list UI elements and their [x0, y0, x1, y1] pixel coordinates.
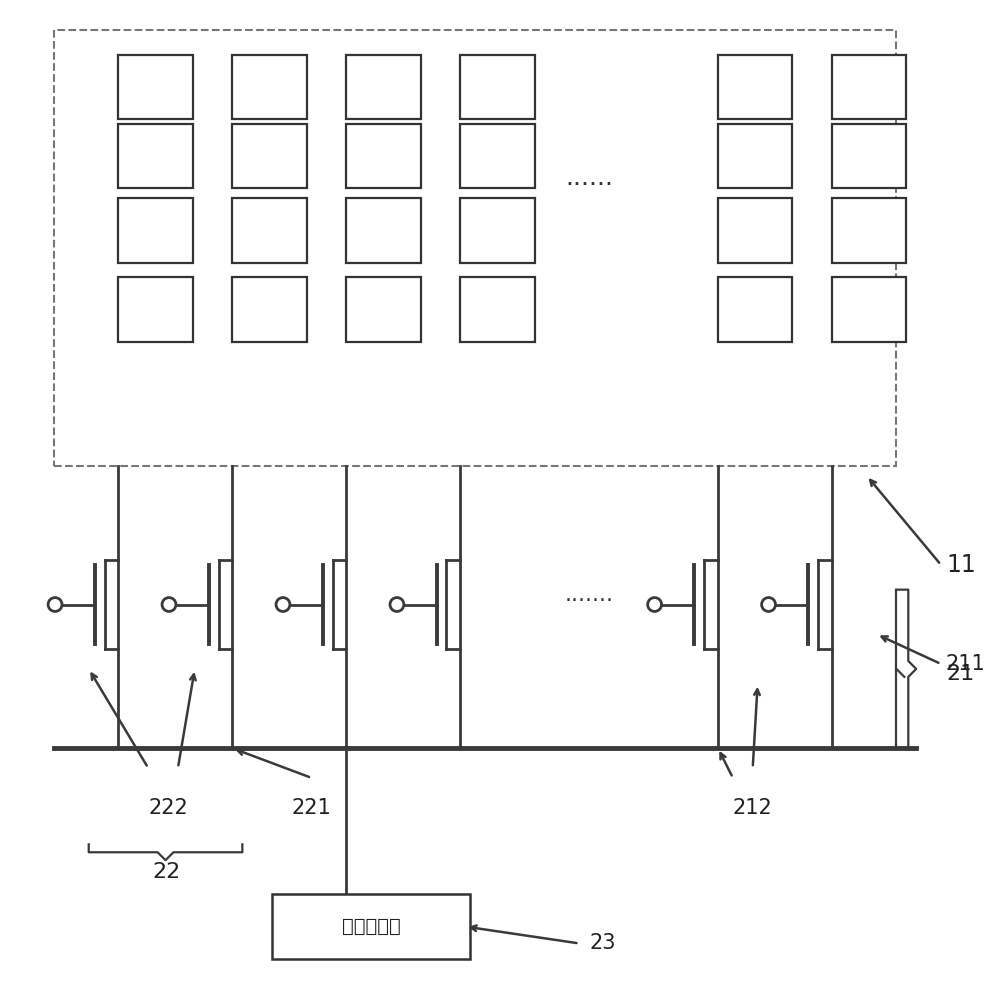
Bar [232, 124, 307, 188]
Bar [832, 198, 906, 263]
Bar [118, 277, 193, 342]
Bar [718, 55, 792, 119]
Bar [54, 30, 896, 466]
Text: 22: 22 [152, 862, 180, 882]
Bar [718, 198, 792, 263]
Circle shape [48, 598, 62, 611]
Text: ......: ...... [565, 166, 613, 190]
Text: 212: 212 [733, 798, 773, 818]
Text: 23: 23 [589, 934, 616, 953]
Bar [460, 124, 535, 188]
Circle shape [648, 598, 662, 611]
Circle shape [162, 598, 176, 611]
Bar [832, 124, 906, 188]
Text: 222: 222 [148, 798, 188, 818]
Text: 外部信号源: 外部信号源 [342, 917, 401, 936]
Bar [272, 894, 470, 959]
Text: .......: ....... [565, 585, 614, 605]
Text: 11: 11 [946, 553, 976, 577]
Bar [118, 55, 193, 119]
Bar [718, 124, 792, 188]
Bar [118, 124, 193, 188]
Text: 21: 21 [946, 664, 974, 684]
Bar [232, 198, 307, 263]
Circle shape [276, 598, 290, 611]
Bar [232, 277, 307, 342]
Bar [460, 55, 535, 119]
Bar [346, 277, 421, 342]
Bar [718, 277, 792, 342]
Bar [346, 124, 421, 188]
Bar [832, 277, 906, 342]
Text: 211: 211 [946, 654, 986, 674]
Circle shape [390, 598, 404, 611]
Bar [460, 198, 535, 263]
Bar [346, 55, 421, 119]
Bar [118, 198, 193, 263]
Circle shape [762, 598, 775, 611]
Bar [832, 55, 906, 119]
Bar [346, 198, 421, 263]
Bar [232, 55, 307, 119]
Text: 221: 221 [292, 798, 332, 818]
Bar [460, 277, 535, 342]
